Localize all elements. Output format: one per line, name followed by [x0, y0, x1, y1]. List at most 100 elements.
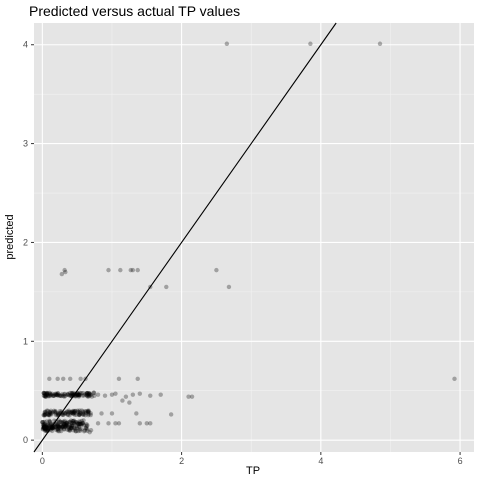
data-point [87, 391, 92, 397]
data-point [49, 428, 55, 434]
data-point [55, 423, 60, 428]
data-point [41, 422, 46, 428]
data-point [54, 422, 59, 427]
data-point [86, 390, 92, 396]
data-point [120, 398, 125, 403]
data-point [64, 421, 69, 426]
data-point [67, 413, 72, 418]
data-point [64, 421, 69, 426]
data-point [55, 426, 60, 432]
data-point [43, 391, 48, 396]
data-point [55, 376, 60, 382]
data-point [47, 410, 53, 415]
data-point [70, 418, 76, 424]
data-point [41, 425, 47, 431]
data-point [47, 424, 52, 429]
data-point [41, 393, 47, 398]
data-point [56, 424, 62, 430]
data-point [49, 426, 54, 431]
data-point [65, 392, 70, 397]
data-point [41, 390, 47, 396]
data-point [116, 421, 122, 426]
data-point [42, 419, 47, 425]
data-point [88, 392, 93, 398]
data-point [135, 376, 140, 382]
data-point [42, 425, 48, 431]
data-point [48, 421, 54, 427]
data-point [68, 424, 73, 429]
data-point [83, 412, 88, 418]
data-point [88, 412, 93, 418]
data-point [55, 422, 60, 427]
y-axis-title: predicted [4, 214, 16, 259]
data-point [58, 419, 63, 425]
data-points [40, 41, 457, 435]
data-point [88, 411, 93, 416]
data-point [61, 427, 67, 432]
data-point [84, 421, 89, 427]
data-point [55, 390, 61, 396]
data-point [41, 423, 46, 428]
data-point [72, 410, 78, 416]
data-point [44, 428, 49, 433]
data-point [70, 423, 75, 428]
data-point [62, 420, 67, 425]
data-point [85, 392, 90, 397]
data-point [64, 423, 69, 428]
data-point [109, 392, 115, 397]
data-point [58, 393, 63, 398]
data-point [82, 409, 88, 414]
data-point [45, 422, 51, 427]
data-point [44, 390, 49, 396]
data-point [62, 393, 68, 399]
data-point [55, 393, 61, 398]
data-point [65, 391, 71, 397]
data-point [83, 425, 88, 431]
data-point [42, 391, 48, 396]
data-point [59, 424, 64, 430]
data-point [42, 393, 48, 398]
data-point [44, 424, 49, 430]
data-point [45, 408, 51, 414]
data-point [45, 426, 50, 431]
data-point [70, 408, 76, 414]
data-point [69, 423, 75, 428]
data-point [55, 411, 61, 416]
data-point [68, 393, 74, 398]
data-point [66, 408, 72, 413]
data-point [40, 419, 45, 425]
data-point [48, 408, 54, 414]
data-point [69, 420, 74, 426]
data-point [49, 392, 54, 398]
data-point [49, 410, 54, 416]
data-point [41, 425, 46, 430]
data-point [84, 393, 90, 398]
data-point [106, 267, 111, 273]
data-point [68, 418, 74, 423]
data-point [63, 423, 69, 429]
data-point [60, 424, 65, 429]
data-point [51, 425, 57, 430]
data-point [68, 423, 73, 428]
data-point [47, 419, 52, 425]
data-point [78, 422, 83, 427]
data-point [130, 392, 136, 397]
data-point [55, 392, 60, 398]
data-point [80, 421, 86, 426]
data-point [86, 392, 91, 398]
data-point [59, 424, 65, 429]
data-point [42, 410, 47, 415]
data-point [91, 390, 96, 395]
data-point [66, 427, 71, 433]
data-point [81, 411, 86, 417]
data-point [46, 412, 51, 418]
data-point [76, 394, 81, 399]
data-point [76, 409, 81, 415]
data-point [77, 412, 82, 417]
data-point [70, 418, 76, 424]
data-point [69, 424, 75, 429]
data-point [84, 391, 90, 396]
data-point [53, 409, 58, 415]
data-point [72, 427, 78, 432]
data-point [81, 410, 86, 415]
